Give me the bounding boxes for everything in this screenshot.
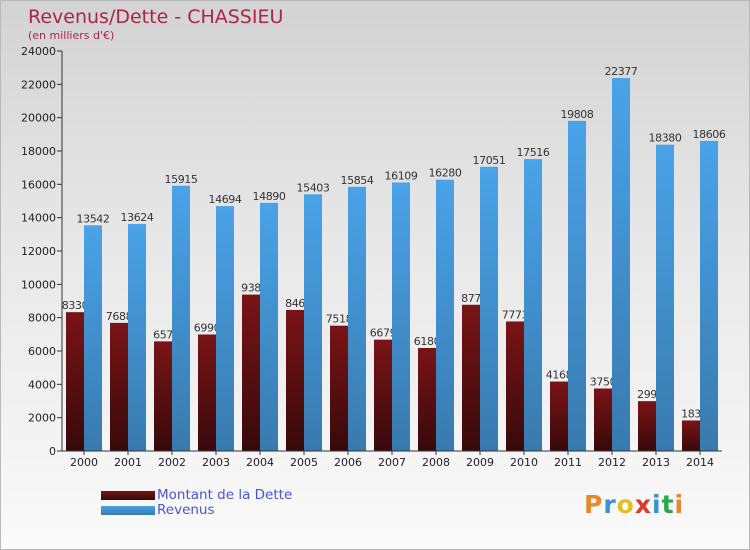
y-tick-label: 18000 — [21, 145, 56, 158]
x-tick-label: 2014 — [686, 456, 714, 469]
y-tick-label: 0 — [49, 445, 56, 458]
y-tick-label: 12000 — [21, 245, 56, 258]
data-label-dette: 657 — [153, 328, 173, 341]
bar-dette — [154, 341, 172, 451]
data-label-dette: 6679 — [370, 327, 397, 340]
bar-revenus — [392, 182, 410, 451]
y-tick-label: 20000 — [21, 112, 56, 125]
data-label-dette: 183 — [681, 407, 701, 420]
y-tick-label: 8000 — [28, 312, 56, 325]
data-label-revenus: 19808 — [561, 108, 594, 121]
bar-revenus — [480, 166, 498, 452]
x-tick-label: 2010 — [510, 456, 538, 469]
legend-label-dette: Montant de la Dette — [157, 487, 293, 503]
legend-swatch-dette — [101, 490, 155, 500]
legend-item-dette: Montant de la Dette — [101, 487, 293, 503]
bar-revenus — [568, 120, 586, 451]
bar-dette — [66, 312, 84, 451]
bar-revenus — [128, 223, 146, 451]
bar-revenus — [216, 206, 234, 451]
x-tick-label: 2012 — [598, 456, 626, 469]
data-label-revenus: 14890 — [253, 190, 286, 203]
bar-revenus — [84, 225, 102, 451]
data-label-revenus: 16109 — [385, 170, 418, 183]
bar-revenus — [612, 78, 630, 452]
y-tick-label: 4000 — [28, 378, 56, 391]
x-tick-label: 2002 — [158, 456, 186, 469]
data-label-dette: 8330 — [62, 299, 89, 312]
x-tick-label: 2007 — [378, 456, 406, 469]
bar-dette — [506, 321, 524, 451]
bar-dette — [286, 309, 304, 451]
chart-subtitle: (en milliers d'€) — [28, 29, 115, 42]
data-label-revenus: 15403 — [297, 181, 330, 194]
data-label-dette: 846 — [285, 297, 305, 310]
bar-dette — [682, 420, 700, 451]
data-label-revenus: 13624 — [121, 211, 154, 224]
data-label-revenus: 18380 — [649, 132, 682, 145]
y-tick-label: 10000 — [21, 278, 56, 291]
bar-dette — [110, 322, 128, 451]
data-label-dette: 7688 — [106, 310, 133, 323]
data-label-dette: 6990 — [194, 322, 221, 335]
bar-revenus — [700, 140, 718, 451]
x-tick-label: 2001 — [114, 456, 142, 469]
legend-swatch-revenus — [101, 505, 155, 515]
bar-revenus — [656, 144, 674, 451]
y-tick-label: 14000 — [21, 212, 56, 225]
data-label-revenus: 17051 — [473, 154, 506, 167]
bar-revenus — [524, 159, 542, 452]
y-tick-label: 6000 — [28, 345, 56, 358]
data-label-revenus: 17516 — [517, 146, 550, 159]
data-label-dette: 938 — [241, 282, 261, 295]
bar-dette — [638, 401, 656, 451]
data-label-dette: 299 — [637, 388, 657, 401]
data-label-revenus: 16280 — [429, 167, 462, 180]
bar-revenus — [436, 179, 454, 451]
x-tick-label: 2008 — [422, 456, 450, 469]
x-tick-label: 2006 — [334, 456, 362, 469]
data-label-revenus: 18606 — [693, 128, 726, 141]
data-label-dette: 7773 — [502, 308, 529, 321]
bar-dette — [198, 334, 216, 451]
data-label-dette: 7518 — [326, 313, 353, 326]
y-tick-label: 16000 — [21, 178, 56, 191]
bar-dette — [462, 304, 480, 451]
legend-item-revenus: Revenus — [101, 502, 215, 518]
x-tick-label: 2013 — [642, 456, 670, 469]
bar-dette — [594, 388, 612, 451]
bar-dette — [550, 381, 568, 451]
data-label-revenus: 14694 — [209, 193, 242, 206]
x-tick-label: 2003 — [202, 456, 230, 469]
data-label-revenus: 15854 — [341, 174, 374, 187]
bar-revenus — [304, 194, 322, 452]
bar-dette — [418, 348, 436, 451]
data-label-dette: 6180 — [414, 335, 441, 348]
legend-label-revenus: Revenus — [157, 502, 215, 518]
data-label-revenus: 13542 — [77, 212, 110, 225]
x-tick-label: 2009 — [466, 456, 494, 469]
x-tick-label: 2000 — [70, 456, 98, 469]
bar-revenus — [348, 186, 366, 451]
y-tick-label: 2000 — [28, 412, 56, 425]
chart-title: Revenus/Dette - CHASSIEU — [28, 6, 284, 28]
bar-revenus — [260, 202, 278, 451]
data-label-revenus: 22377 — [605, 65, 638, 78]
x-tick-label: 2011 — [554, 456, 582, 469]
data-label-dette: 877 — [461, 292, 481, 305]
x-tick-label: 2004 — [246, 456, 274, 469]
data-label-revenus: 15915 — [165, 173, 198, 186]
proxiti-logo: Proxiti — [584, 490, 685, 519]
bar-dette — [242, 294, 260, 451]
y-tick-label: 22000 — [21, 78, 56, 91]
data-label-dette: 3750 — [590, 376, 617, 389]
y-tick-label: 24000 — [21, 45, 56, 58]
bar-revenus — [172, 185, 190, 451]
bar-dette — [374, 339, 392, 451]
data-label-dette: 4168 — [546, 369, 573, 382]
bar-dette — [330, 325, 348, 451]
x-tick-label: 2005 — [290, 456, 318, 469]
